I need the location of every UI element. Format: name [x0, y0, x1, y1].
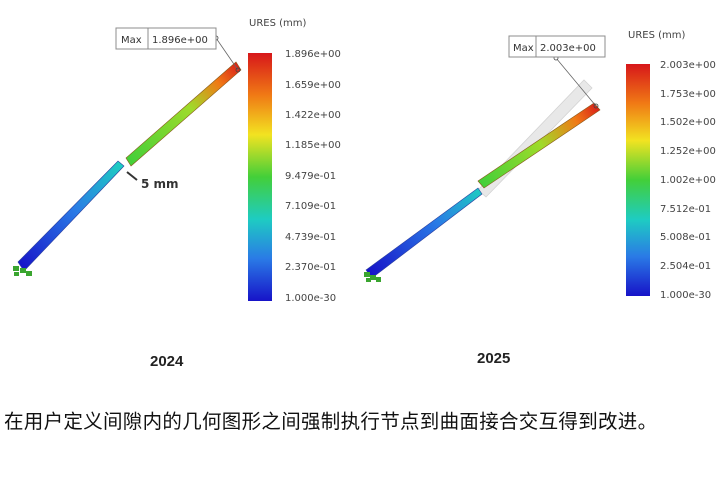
year-label-2025: 2025 [477, 350, 511, 367]
legend-tick: 5.008e-01 [660, 232, 711, 243]
legend-tick: 1.422e+00 [285, 110, 341, 121]
beam-lower-segment [17, 160, 125, 272]
max-callout-label: Max [513, 43, 534, 54]
legend-tick: 1.502e+00 [660, 117, 716, 128]
max-callout-label: Max [121, 35, 142, 46]
max-callout: Max 1.896e+00 [115, 27, 217, 50]
max-callout: Max 2.003e+00 [508, 35, 606, 58]
max-callout-leader [555, 57, 597, 107]
max-callout-value: 1.896e+00 [152, 35, 208, 46]
legend-tick: 2.504e-01 [660, 261, 711, 272]
legend-tick: 1.252e+00 [660, 146, 716, 157]
result-panel-2025: Max 2.003e+00 URES (mm) 2.003e+00 1.753e… [360, 0, 721, 340]
legend-tick: 2.370e-01 [285, 262, 336, 273]
legend-title: URES (mm) [628, 30, 685, 41]
max-callout-leader [215, 37, 239, 71]
legend-tick: 1.000e-30 [660, 290, 711, 301]
displacement-plot-2025: Max 2.003e+00 URES (mm) 2.003e+00 1.753e… [364, 30, 716, 301]
legend-tick: 1.896e+00 [285, 49, 341, 60]
legend-tick: 1.002e+00 [660, 175, 716, 186]
gap-label: 5 mm [141, 177, 179, 191]
legend-ticks: 2.003e+00 1.753e+00 1.502e+00 1.252e+00 … [660, 60, 716, 301]
beam-lower-segment [365, 187, 483, 279]
fixture-icon [364, 272, 381, 282]
max-callout-value: 2.003e+00 [540, 43, 596, 54]
legend-tick: 9.479e-01 [285, 171, 336, 182]
legend-tick: 1.185e+00 [285, 140, 341, 151]
legend-color-bar [626, 64, 650, 296]
legend-tick: 7.109e-01 [285, 201, 336, 212]
result-panel-2024: 5 mm Max 1.896e+00 URES (mm) 1.896e+00 1… [0, 0, 360, 340]
beam-upper-segment [477, 102, 601, 189]
fixture-icon [13, 266, 32, 276]
max-callout-point [593, 103, 599, 109]
legend-tick: 1.753e+00 [660, 89, 716, 100]
caption-text: 在用户定义间隙内的几何图形之间强制执行节点到曲面接合交互得到改进。 [4, 410, 658, 433]
legend-tick: 2.003e+00 [660, 60, 716, 71]
legend-tick: 7.512e-01 [660, 204, 711, 215]
legend-ticks: 1.896e+00 1.659e+00 1.422e+00 1.185e+00 … [285, 49, 341, 304]
beam-upper-segment [125, 61, 242, 167]
year-label-2024: 2024 [150, 353, 184, 370]
legend-tick: 4.739e-01 [285, 232, 336, 243]
displacement-plot-2024: 5 mm Max 1.896e+00 URES (mm) 1.896e+00 1… [13, 18, 341, 304]
legend-tick: 1.000e-30 [285, 293, 336, 304]
max-callout-point [235, 67, 241, 73]
legend-color-bar [248, 53, 272, 301]
legend-title: URES (mm) [249, 18, 306, 29]
gap-indicator-arrow [126, 171, 138, 181]
legend-tick: 1.659e+00 [285, 80, 341, 91]
